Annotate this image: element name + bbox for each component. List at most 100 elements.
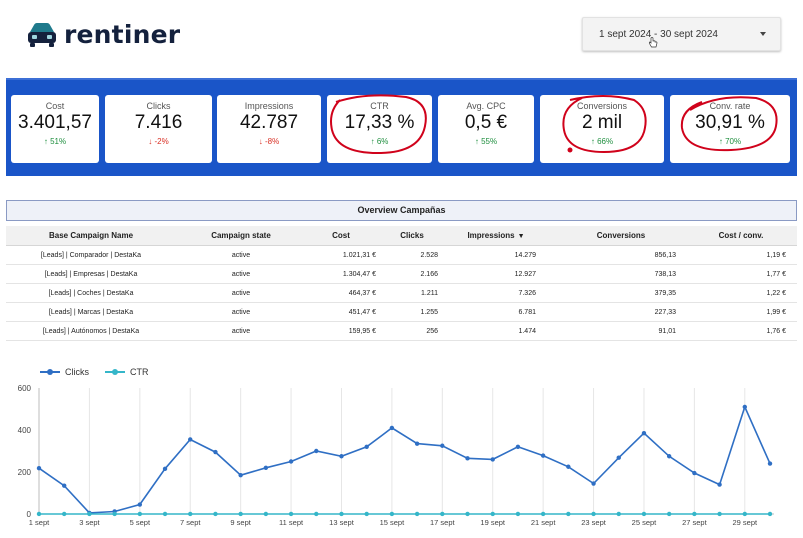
kpi-delta: ↑ 51% bbox=[43, 137, 67, 146]
table-cell: [Leads] | Marcas | DestaKa bbox=[48, 309, 134, 316]
column-header-impressions[interactable]: Impressions ▼ bbox=[456, 226, 536, 246]
kpi-avg-cpc[interactable]: Avg. CPC 0,5 € ↑ 55% bbox=[438, 95, 534, 163]
table-cell: 451,47 € bbox=[348, 309, 376, 316]
kpi-delta: ↓ -8% bbox=[258, 137, 280, 146]
column-header: Impressions bbox=[467, 231, 515, 240]
data-point-clicks bbox=[288, 459, 294, 464]
table-cell: 1.304,47 € bbox=[342, 271, 376, 278]
data-point-ctr bbox=[339, 511, 344, 517]
kpi-scorecards: Cost 3.401,57 ↑ 51% Clicks 7.416 ↓ -2% I… bbox=[6, 78, 797, 176]
kpi-delta: ↓ -2% bbox=[148, 137, 169, 146]
data-point-ctr bbox=[314, 511, 319, 517]
data-point-clicks bbox=[414, 441, 420, 446]
kpi-label: Impressions bbox=[244, 101, 294, 111]
column-header[interactable]: Clicks bbox=[400, 231, 424, 240]
table-cell: 1.474 bbox=[518, 328, 536, 335]
kpi-delta: ↑ 66% bbox=[590, 137, 614, 146]
kpi-value: 0,5 € bbox=[464, 112, 508, 133]
table-cell: 738,13 bbox=[654, 271, 676, 278]
table-cell: 7.326 bbox=[518, 290, 536, 297]
kpi-conv-rate[interactable]: Conv. rate 30,91 % ↑ 70% bbox=[670, 95, 790, 163]
line-marker-icon bbox=[105, 368, 125, 376]
campaigns-table: Base Campaign Name Campaign state Cost C… bbox=[6, 226, 797, 341]
table-row[interactable]: [Leads] | Coches | DestaKa active 464,37… bbox=[6, 284, 797, 303]
table-cell: 1,76 € bbox=[766, 328, 786, 335]
data-point-clicks bbox=[364, 444, 369, 449]
kpi-impressions[interactable]: Impressions 42.787 ↓ -8% bbox=[217, 95, 321, 163]
table-cell: 379,35 bbox=[654, 290, 676, 297]
table-cell: 159,95 € bbox=[348, 328, 376, 335]
column-header[interactable]: Base Campaign Name bbox=[48, 231, 134, 240]
caret-down-icon bbox=[760, 32, 766, 36]
kpi-value: 17,33 % bbox=[344, 112, 415, 133]
table-cell: 2.528 bbox=[420, 252, 438, 259]
data-point-clicks bbox=[692, 470, 697, 476]
brand-logo[interactable]: rentiner bbox=[26, 20, 180, 49]
data-point-clicks bbox=[767, 461, 773, 466]
data-point-ctr bbox=[540, 511, 546, 517]
table-cell: 1.211 bbox=[421, 290, 438, 297]
x-tick-label: 25 sept bbox=[632, 518, 658, 527]
x-tick-label: 17 sept bbox=[430, 518, 456, 527]
column-header[interactable]: Conversions bbox=[596, 231, 646, 240]
column-header[interactable]: Cost / conv. bbox=[718, 231, 764, 240]
x-tick-label: 3 sept bbox=[79, 518, 100, 527]
data-point-ctr bbox=[87, 511, 92, 517]
table-cell: 2.166 bbox=[420, 271, 438, 278]
data-point-ctr bbox=[188, 511, 193, 517]
table-cell: active bbox=[231, 328, 251, 335]
data-point-clicks bbox=[314, 448, 319, 454]
table-cell: 227,33 bbox=[654, 309, 676, 316]
x-tick-label: 23 sept bbox=[581, 518, 607, 527]
page-header: rentiner 1 sept 2024 - 30 sept 2024 bbox=[0, 0, 803, 78]
date-range-picker[interactable]: 1 sept 2024 - 30 sept 2024 bbox=[582, 17, 781, 51]
data-point-ctr bbox=[213, 511, 218, 517]
table-row[interactable]: [Leads] | Autónomos | DestaKa active 159… bbox=[6, 322, 797, 341]
column-header[interactable]: Cost bbox=[332, 231, 350, 240]
kpi-cost[interactable]: Cost 3.401,57 ↑ 51% bbox=[11, 95, 99, 163]
data-point-clicks bbox=[465, 456, 470, 461]
data-point-clicks bbox=[238, 472, 243, 478]
legend-item-clicks[interactable]: Clicks bbox=[40, 367, 89, 377]
table-row[interactable]: [Leads] | Marcas | DestaKa active 451,47… bbox=[6, 303, 797, 322]
table-cell: 256 bbox=[426, 328, 438, 335]
mouse-pointer-icon bbox=[648, 37, 658, 48]
data-point-ctr bbox=[162, 511, 168, 517]
x-tick-label: 27 sept bbox=[682, 518, 708, 527]
table-cell: 1,99 € bbox=[766, 309, 786, 316]
kpi-clicks[interactable]: Clicks 7.416 ↓ -2% bbox=[105, 95, 212, 163]
table-row[interactable]: [Leads] | Comparador | DestaKa active 1.… bbox=[6, 246, 797, 265]
data-point-clicks bbox=[339, 454, 344, 459]
table-header-row: Base Campaign Name Campaign state Cost C… bbox=[6, 226, 797, 246]
kpi-label: CTR bbox=[370, 101, 389, 111]
table-cell: 1,19 € bbox=[766, 252, 786, 259]
data-point-clicks bbox=[490, 457, 495, 462]
data-point-ctr bbox=[490, 511, 495, 517]
data-point-ctr bbox=[238, 511, 243, 517]
data-point-ctr bbox=[566, 511, 571, 517]
data-point-clicks bbox=[213, 449, 218, 455]
data-point-ctr bbox=[742, 511, 747, 517]
table-cell: active bbox=[231, 271, 251, 278]
table-cell: 1,22 € bbox=[766, 290, 786, 297]
series-line-clicks bbox=[38, 404, 771, 514]
y-tick-label: 200 bbox=[18, 468, 32, 477]
data-point-clicks bbox=[540, 453, 546, 458]
data-point-ctr bbox=[62, 511, 67, 517]
x-tick-label: 15 sept bbox=[380, 518, 406, 527]
chart-legend: Clicks CTR bbox=[40, 367, 165, 377]
kpi-ctr[interactable]: CTR 17,33 % ↑ 6% bbox=[327, 95, 432, 163]
legend-item-ctr[interactable]: CTR bbox=[105, 367, 149, 377]
data-point-ctr bbox=[263, 511, 269, 517]
table-row[interactable]: [Leads] | Empresas | DestaKa active 1.30… bbox=[6, 265, 797, 284]
column-header[interactable]: Campaign state bbox=[211, 231, 271, 240]
data-point-clicks bbox=[137, 502, 143, 507]
table-cell: [Leads] | Comparador | DestaKa bbox=[40, 252, 142, 259]
x-tick-label: 5 sept bbox=[130, 518, 151, 527]
kpi-conversions[interactable]: Conversions 2 mil ↑ 66% bbox=[540, 95, 664, 163]
data-point-ctr bbox=[389, 511, 395, 517]
x-tick-label: 13 sept bbox=[329, 518, 355, 527]
data-point-ctr bbox=[515, 511, 521, 517]
x-tick-label: 11 sept bbox=[279, 518, 304, 527]
data-point-ctr bbox=[440, 511, 445, 517]
